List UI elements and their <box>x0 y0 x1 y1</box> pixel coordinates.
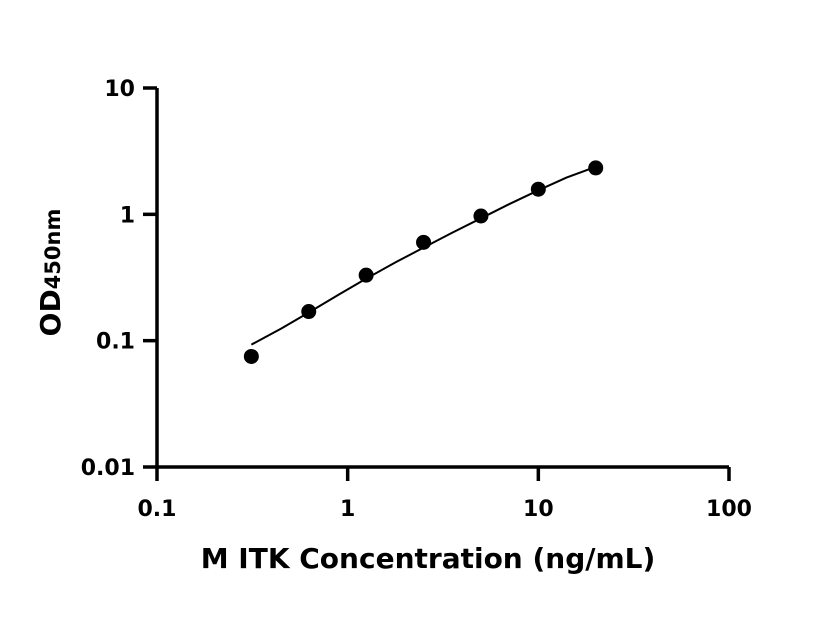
data-point-0-1 <box>301 304 317 320</box>
y-tick-label-1: 0.1 <box>96 330 135 355</box>
axes <box>155 88 729 469</box>
y-tick-label-0: 0.01 <box>81 456 135 481</box>
x-tick-label-0: 0.1 <box>138 497 177 522</box>
data-point-0-4 <box>473 208 489 224</box>
y-axis-title-main: OD <box>34 289 67 336</box>
x-axis-title: M ITK Concentration (ng/mL) <box>201 542 656 575</box>
data-point-0-0 <box>243 348 259 364</box>
data-point-0-6 <box>588 160 604 176</box>
data-points <box>243 160 604 364</box>
data-point-0-5 <box>530 181 546 197</box>
data-point-0-3 <box>416 234 432 250</box>
y-tick-label-2: 1 <box>120 203 135 228</box>
x-tick-label-3: 100 <box>706 497 752 522</box>
x-tick-label-2: 10 <box>523 497 554 522</box>
y-tick-label-3: 10 <box>104 77 135 102</box>
y-axis-title-sub: 450nm <box>41 209 65 290</box>
data-point-0-2 <box>358 267 374 283</box>
x-tick-label-1: 1 <box>340 497 355 522</box>
y-axis-title: OD450nm <box>34 209 67 337</box>
